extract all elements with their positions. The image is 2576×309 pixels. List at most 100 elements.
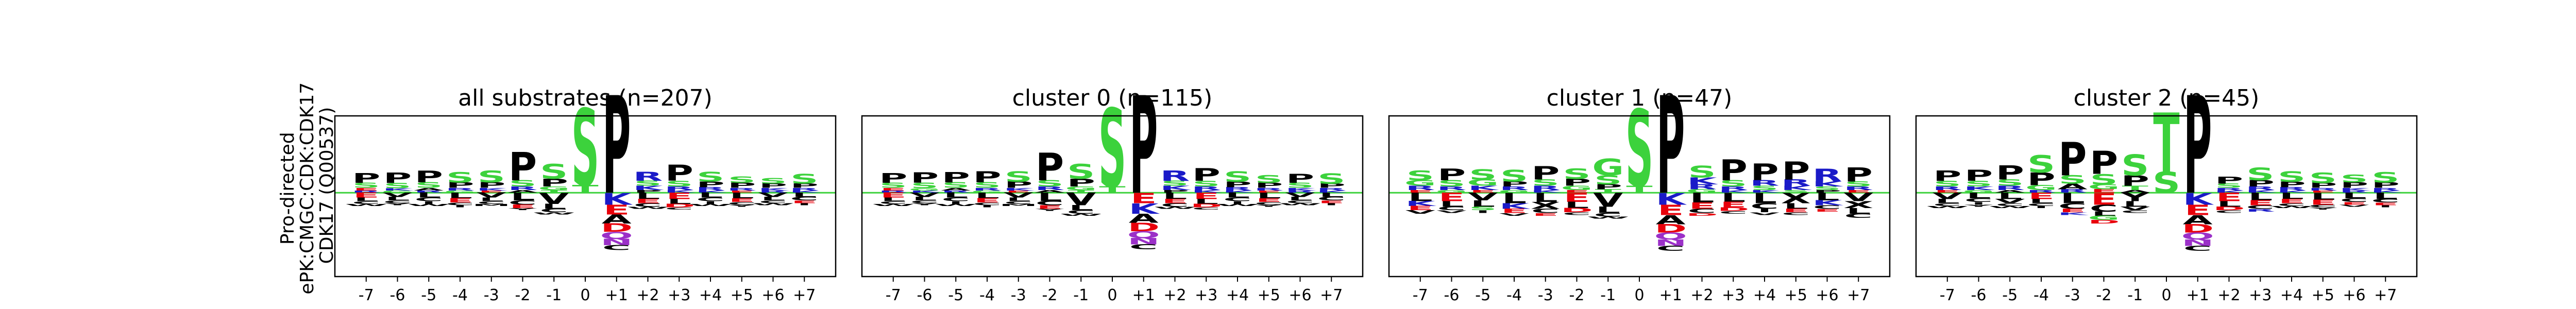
logo-letter: P: [1531, 163, 1560, 184]
logo-letter: S: [1996, 178, 2024, 188]
logo-letter: K: [758, 187, 789, 192]
x-tick-label: 0: [2161, 286, 2171, 304]
logo-letter: R: [1718, 185, 1748, 191]
logo-letter: K: [2058, 212, 2089, 216]
logo-letter: V: [1933, 191, 1962, 201]
logo-letter: X: [1843, 199, 1873, 211]
logo-letter: V: [1405, 209, 1436, 215]
logo-letter: W: [752, 203, 794, 206]
logo-letter: E: [447, 197, 473, 204]
logo-letter: M: [472, 203, 511, 207]
logo-letter: R: [1035, 185, 1065, 191]
x-tick-label: +5: [2312, 286, 2334, 304]
logo-letter: E: [880, 187, 906, 192]
logo-letter: C: [790, 196, 819, 201]
logo-letter: E: [2216, 191, 2242, 204]
logo-letter: R: [351, 190, 381, 193]
logo-letter: S: [2090, 171, 2117, 187]
logo-letter: P: [1286, 171, 1314, 186]
x-tick-label: +2: [636, 286, 659, 304]
logo-letter: D: [1190, 203, 1222, 209]
logo-letter: Y: [1964, 204, 1994, 207]
x-tick-label: +3: [1195, 286, 1217, 304]
logo-letter: S: [1255, 173, 1283, 185]
x-tick-label: 0: [1634, 286, 1644, 304]
logo-letter: G: [1404, 179, 1436, 187]
logo-letter: T: [541, 189, 568, 194]
logo-letter: P: [415, 167, 443, 186]
logo-letter: C: [1161, 202, 1189, 208]
logo-letter: C: [727, 201, 756, 205]
logo-letter: P: [1036, 145, 1064, 190]
logo-letter: C: [2371, 198, 2400, 204]
logo-letter: A: [1035, 189, 1065, 194]
logo-letter: P: [352, 171, 380, 186]
logo-letter: K: [1812, 199, 1843, 207]
logo-letter: K: [909, 190, 941, 193]
logo-letter: C: [383, 200, 412, 204]
logo-letter: K: [1285, 187, 1316, 192]
logo-letter: C: [477, 200, 505, 205]
x-tick-label: -5: [948, 286, 963, 304]
logo-letter: T: [2153, 97, 2179, 192]
logo-letter: E: [1162, 198, 1188, 204]
logo-letter: E: [2310, 198, 2336, 206]
logo-letter: R: [1160, 168, 1190, 184]
logo-letter: L: [2029, 198, 2054, 204]
logo-letter: E: [1689, 201, 1715, 211]
logo-letter: L: [1690, 191, 1715, 206]
x-tick-label: -7: [886, 286, 901, 304]
x-tick-label: -6: [1971, 286, 1987, 304]
logo-letter: L: [1997, 191, 2022, 201]
logo-letter: L: [636, 191, 660, 201]
logo-letter: L: [1439, 200, 1464, 209]
logo-letter: E: [1256, 190, 1282, 193]
x-tick-label: +4: [699, 286, 722, 304]
logo-panel: all substrates (n=207)RESPELCW-7GKSPVLCY…: [334, 69, 837, 304]
logo-letter: R: [2308, 187, 2338, 192]
x-tick-label: +1: [2187, 286, 2209, 304]
logo-letter: C: [2121, 210, 2149, 214]
logo-letter: S: [1005, 168, 1032, 185]
logo-letter: S: [1317, 170, 1345, 187]
logo-letter: G: [2088, 215, 2120, 221]
logo-letter: A: [507, 189, 538, 194]
row-label-line-3: CDK17 (Q00537): [316, 107, 337, 264]
logo-letter: S: [697, 169, 724, 185]
logo-letter: K: [696, 190, 727, 193]
x-tick-label: +6: [1816, 286, 1838, 304]
x-tick-label: +2: [1690, 286, 1713, 304]
logo-letter: R: [727, 187, 757, 192]
logo-letter: L: [1038, 191, 1062, 204]
logo-letter: P: [790, 182, 819, 189]
logo-letter: P: [477, 181, 505, 190]
logo-letter: D: [601, 221, 633, 235]
logo-letter: S: [1964, 179, 1992, 188]
logo-letter: R: [414, 190, 444, 193]
logo-letter: C: [1067, 209, 1095, 215]
logo-letter: R: [2340, 190, 2369, 193]
logo-letter: P: [2215, 175, 2243, 186]
logo-letter: T: [1068, 189, 1095, 194]
logo-letter: M: [999, 203, 1038, 207]
logo-letter: D: [1686, 212, 1718, 217]
logo-letter: D: [2088, 219, 2120, 225]
logo-letter: W: [1989, 205, 2031, 209]
logo-letter: L: [2123, 200, 2147, 209]
logo-letter: G: [382, 190, 414, 193]
logo-letter: V: [1593, 189, 1623, 211]
logo-letter: W: [1060, 213, 1103, 216]
logo-letter: C: [942, 197, 970, 202]
logo-letter: S: [2153, 166, 2180, 200]
logo-letter: L: [881, 197, 906, 202]
logo-panel: cluster 1 (n=47)ERGSLKEV-7GRSPELCV-6EKGS…: [1388, 69, 1891, 304]
logo-letter: E: [1130, 190, 1157, 207]
logo-letter: A: [941, 187, 971, 192]
logo-letter: L: [1502, 190, 1527, 207]
logo-letter: I: [2378, 205, 2393, 208]
logo-letter: C: [1223, 197, 1251, 202]
logo-letter: E: [1564, 189, 1590, 194]
logo-letter: K: [633, 184, 665, 191]
logo-letter: C: [2027, 202, 2055, 207]
x-tick-label: -7: [1413, 286, 1428, 304]
